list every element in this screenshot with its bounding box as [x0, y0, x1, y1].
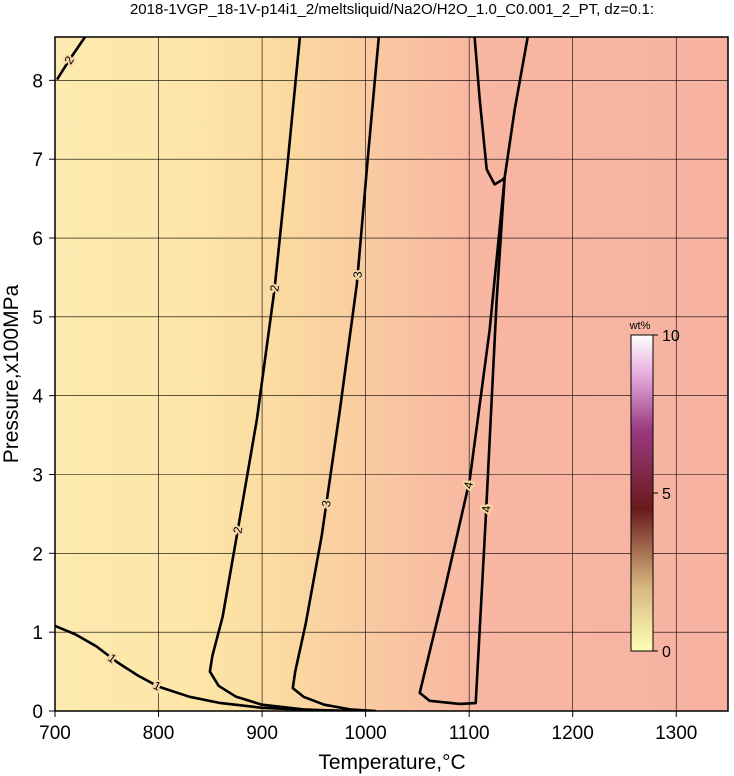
contour-line — [208, 37, 345, 711]
colorbar-tick-label: 10 — [662, 328, 680, 345]
contour-line — [55, 624, 366, 711]
y-tick-label: 8 — [32, 71, 43, 92]
y-axis-label: Pressure,x100MPa — [0, 284, 23, 463]
colorbar-tick-label: 5 — [662, 486, 671, 503]
colorbar-tick-label: 0 — [662, 644, 671, 661]
contour-line — [55, 37, 87, 81]
colorbar-ticks: 0 5 10 — [653, 328, 680, 661]
y-tick-label: 2 — [32, 544, 43, 565]
y-tick-label: 1 — [32, 623, 43, 644]
colorbar — [630, 334, 654, 652]
contours — [55, 37, 529, 711]
y-tick-label: 5 — [32, 308, 43, 329]
x-tick-label: 1000 — [344, 723, 386, 744]
x-axis-label: Temperature,°C — [318, 751, 465, 774]
y-tick-label: 0 — [32, 702, 43, 723]
y-tick-label: 3 — [32, 466, 43, 487]
x-tick-label: 900 — [246, 723, 278, 744]
colorbar-label: wt% — [629, 320, 651, 332]
contour-line — [291, 37, 381, 711]
contour-line — [418, 37, 529, 706]
x-tick-label: 1100 — [449, 723, 490, 744]
x-tick-label: 800 — [143, 723, 175, 744]
chart-title: 2018-1VGP_18-1V-p14i1_2/meltsliquid/Na2O… — [130, 1, 654, 18]
plot-frame — [54, 36, 729, 712]
y-tick-label: 6 — [32, 229, 43, 250]
y-tick-label: 4 — [32, 387, 43, 408]
x-tick-label: 1200 — [552, 723, 594, 744]
x-tick-label: 700 — [39, 723, 71, 744]
x-tick-label: 1300 — [655, 723, 697, 744]
y-tick-label: 7 — [32, 150, 43, 171]
plot-background — [55, 37, 728, 711]
grid — [54, 37, 728, 712]
contour-label: 4 — [479, 505, 493, 513]
